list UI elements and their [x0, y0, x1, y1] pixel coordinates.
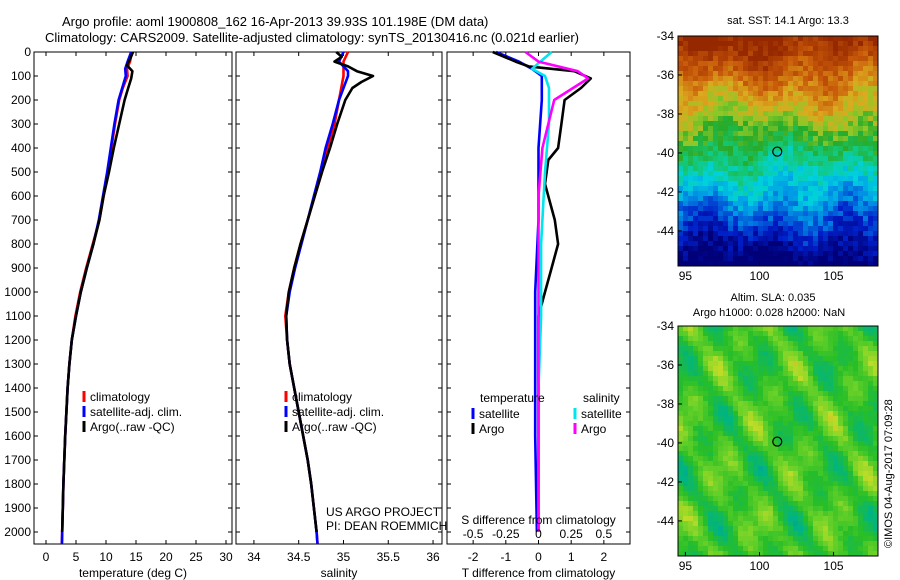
temperature-xtick-label: 10	[99, 550, 113, 564]
sla-map-ytick-label: -34	[657, 319, 675, 333]
sst-map-ytick-label: -40	[657, 146, 675, 160]
sla-map-ytick-label: -40	[657, 436, 675, 450]
temperature-ytick-label: 800	[11, 237, 31, 251]
salinity-xtick-label: 35.5	[377, 550, 401, 564]
difference-xlabel: T difference from climatology	[462, 566, 616, 580]
temperature-ytick-label: 1600	[4, 429, 31, 443]
salinity-xtick-label: 35	[337, 550, 351, 564]
sst-map-xtick-label: 105	[824, 269, 844, 283]
salinity-diff-tick-label: 0.25	[559, 527, 583, 541]
temperature-ytick-label: 2000	[4, 525, 31, 539]
temperature-ytick-label: 200	[11, 93, 31, 107]
salinity-legend-label: satellite-adj. clim.	[292, 405, 384, 419]
temperature-ytick-label: 100	[11, 69, 31, 83]
salinity-diff-tick-label: -0.25	[492, 527, 520, 541]
salinity-xtick-label: 34.5	[287, 550, 311, 564]
temperature-legend-label: satellite-adj. clim.	[90, 405, 182, 419]
salinity-axes-box	[235, 51, 443, 545]
temperature-ytick-label: 1400	[4, 381, 31, 395]
sla-map-ytick-label: -36	[657, 358, 675, 372]
sst-map-xtick-label: 100	[749, 269, 769, 283]
sst-map-ytick-label: -36	[657, 68, 675, 82]
temperature-ytick-label: 600	[11, 189, 31, 203]
salinity-diff-tick-label: 0	[535, 527, 542, 541]
sla-map-xtick-label: 100	[749, 559, 769, 573]
temperature-xtick-label: 15	[129, 550, 143, 564]
temperature-ytick-label: 1100	[5, 309, 31, 323]
temperature-axes-box	[33, 51, 233, 545]
difference-xtick-label: 1	[568, 550, 575, 564]
pi-annotation: PI: DEAN ROEMMICH	[326, 519, 447, 533]
temperature-series-argo-raw-qc-	[60, 51, 135, 533]
diff-legend-title-temperature: temperature	[480, 391, 545, 405]
temperature-xtick-label: 0	[43, 550, 50, 564]
sla-map-ytick-label: -38	[657, 397, 675, 411]
sla-map-frame	[677, 325, 879, 557]
temperature-legend-label: Argo(..raw -QC)	[90, 420, 175, 434]
sst-map-ytick-label: -44	[657, 224, 675, 238]
sst-map-field	[678, 36, 879, 267]
temperature-xtick-label: 5	[73, 550, 80, 564]
diff-legend-label: Argo	[479, 422, 505, 436]
temperature-ytick-label: 700	[11, 213, 31, 227]
salinity-xlabel: salinity	[321, 566, 358, 580]
temperature-ytick-label: 300	[11, 117, 31, 131]
header-line-2: Climatology: CARS2009. Satellite-adjuste…	[45, 30, 580, 45]
salinity-xtick-label: 36	[426, 550, 440, 564]
difference-series-salinity-argo	[524, 50, 590, 532]
diff-legend-label: satellite	[479, 407, 520, 421]
diff-legend-label: satellite	[581, 407, 622, 421]
temperature-ytick-label: 1700	[4, 453, 31, 467]
difference-xtick-label: -2	[468, 550, 479, 564]
temperature-ytick-label: 0	[24, 45, 31, 59]
sla-map-argo-location-marker	[772, 436, 783, 447]
sst-map-xtick-label: 95	[679, 269, 693, 283]
temperature-legend-label: climatology	[90, 390, 150, 404]
sla-map-xtick-label: 95	[679, 559, 693, 573]
salinity-diff-tick-label: 0.5	[596, 527, 613, 541]
salinity-legend-label: climatology	[292, 390, 352, 404]
salinity-legend-label: Argo(..raw -QC)	[292, 420, 377, 434]
sst-map-argo-location-marker	[772, 146, 783, 157]
difference-xtick-label: -1	[500, 550, 511, 564]
sla-map-xtick-label: 105	[824, 559, 844, 573]
sst-map-ytick-label: -38	[657, 107, 675, 121]
temperature-ytick-label: 1000	[4, 285, 31, 299]
diff-legend-title-salinity: salinity	[583, 391, 620, 405]
sla-map-field	[678, 326, 879, 557]
salinity-series-argo-raw-qc-	[284, 51, 375, 533]
sst-map-title: sat. SST: 14.1 Argo: 13.3	[727, 15, 849, 27]
sla-map-subtitle: Argo h1000: 0.028 h2000: NaN	[693, 307, 845, 319]
temperature-ytick-label: 1800	[4, 477, 31, 491]
sst-map-ytick-label: -42	[657, 185, 675, 199]
temperature-xtick-label: 25	[189, 550, 203, 564]
salinity-diff-tick-label: -0.5	[463, 527, 484, 541]
project-annotation: US ARGO PROJECT	[326, 505, 441, 519]
temperature-ytick-label: 1200	[4, 333, 31, 347]
header-line-1: Argo profile: aoml 1900808_162 16-Apr-20…	[62, 14, 489, 29]
temperature-ytick-label: 1500	[4, 405, 31, 419]
temperature-ytick-label: 1300	[4, 357, 31, 371]
sst-map-ytick-label: -34	[657, 29, 675, 43]
diff-legend-label: Argo	[581, 422, 607, 436]
salinity-xtick-label: 34	[247, 550, 261, 564]
sla-map-ytick-label: -44	[657, 514, 675, 528]
sst-map-frame	[677, 35, 879, 267]
difference-xtick-label: 2	[601, 550, 608, 564]
sla-map-title: Altim. SLA: 0.035	[731, 292, 816, 304]
sla-map-ytick-label: -42	[657, 475, 675, 489]
temperature-ytick-label: 400	[11, 141, 31, 155]
temperature-xtick-label: 30	[219, 550, 233, 564]
temperature-ytick-label: 500	[11, 165, 31, 179]
temperature-ytick-label: 1900	[4, 501, 31, 515]
temperature-xlabel: temperature (deg C)	[79, 566, 187, 580]
difference-xtick-label: 0	[535, 550, 542, 564]
salinity-diff-xlabel: S difference from climatology	[461, 513, 616, 527]
temperature-xtick-label: 20	[159, 550, 173, 564]
temperature-ytick-label: 900	[11, 261, 31, 275]
